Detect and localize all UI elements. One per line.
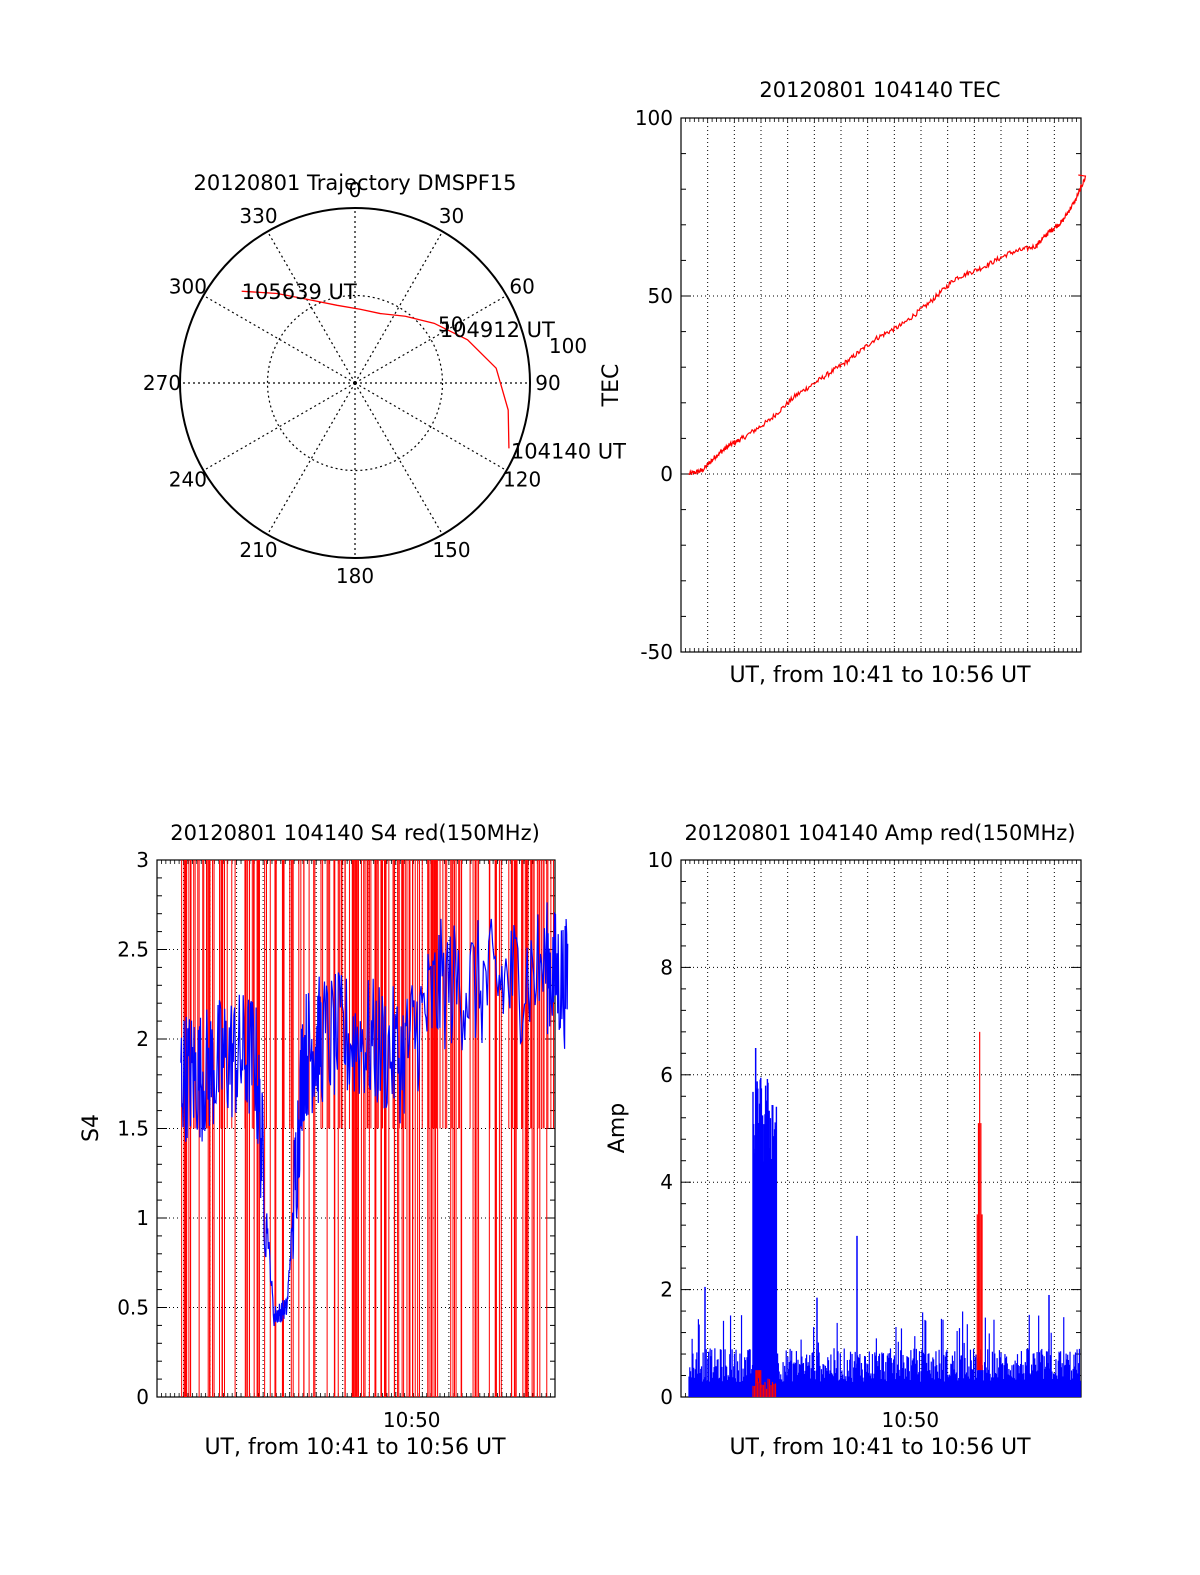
tec-y-tick-label: 100	[635, 106, 673, 130]
polar-trajectory-plot: 20120801 Trajectory DMSPF15 0 30 60 90 120 15…	[143, 171, 626, 588]
polar-outer-circle	[179, 207, 531, 559]
polar-angle-tick: 90	[535, 371, 560, 395]
amp-y-tick-label: 0	[660, 1385, 673, 1409]
s4-y-tick-label: 2.5	[117, 938, 149, 962]
s4-y-tick-label: 3	[136, 848, 149, 872]
polar-spoke	[354, 294, 507, 384]
polar-spoke	[354, 382, 507, 472]
tec-title: 20120801 104140 TEC	[759, 78, 1000, 102]
polar-angle-tick: 180	[336, 564, 374, 588]
s4-y-tick-label: 2	[136, 1027, 149, 1051]
polar-annotation: 104912 UT	[440, 318, 555, 342]
polar-inner-circle	[266, 294, 444, 472]
polar-angle-tick: 150	[432, 538, 470, 562]
amp-title: 20120801 104140 Amp red(150MHz)	[684, 821, 1075, 845]
amp-y-tick-label: 2	[660, 1278, 673, 1302]
polar-angle-tick: 330	[239, 204, 277, 228]
polar-annotation: 105639 UT	[242, 280, 357, 304]
polar-radial-tick: 50	[438, 312, 463, 336]
polar-angle-tick: 240	[169, 468, 207, 492]
tec-series-line	[688, 174, 1087, 476]
polar-angle-tick: 60	[509, 275, 534, 299]
s4-y-tick-label: 0	[136, 1385, 149, 1409]
polar-spoke	[266, 231, 356, 384]
polar-angle-tick: 300	[169, 275, 207, 299]
tec-y-tick-label: 0	[660, 462, 673, 486]
amp-plot: 20120801 104140 Amp red(150MHz) UT, from…	[605, 821, 1082, 1460]
s4-x-tick-label: 10:50	[383, 1408, 441, 1432]
amp-red-series	[752, 1031, 983, 1397]
amp-y-tick-label: 8	[660, 955, 673, 979]
amp-y-tick-label: 4	[660, 1170, 673, 1194]
polar-angle-tick: 30	[439, 204, 464, 228]
s4-x-axis-label: UT, from 10:41 to 10:56 UT	[204, 1435, 506, 1460]
s4-title: 20120801 104140 S4 red(150MHz)	[170, 821, 540, 845]
amp-x-tick-label: 10:50	[882, 1408, 940, 1432]
polar-trajectory-line	[241, 290, 510, 449]
polar-spoke	[266, 382, 356, 535]
tec-y-tick-label: -50	[640, 640, 673, 664]
polar-angle-tick: 0	[349, 178, 362, 202]
amp-y-tick-label: 10	[648, 848, 673, 872]
polar-angle-tick: 270	[143, 371, 181, 395]
polar-angle-tick: 210	[239, 538, 277, 562]
polar-spoke	[203, 382, 356, 472]
s4-y-tick-label: 1	[136, 1206, 149, 1230]
polar-radial-tick: 100	[549, 334, 587, 358]
polar-angle-tick: 120	[503, 468, 541, 492]
amp-y-tick-label: 6	[660, 1063, 673, 1087]
polar-annotation: 104140 UT	[511, 439, 626, 463]
s4-y-tick-label: 1.5	[117, 1117, 149, 1141]
tec-plot: 20120801 104140 TEC UT, from 10:41 to 10…	[599, 78, 1087, 688]
polar-title: 20120801 Trajectory DMSPF15	[193, 171, 516, 195]
s4-y-tick-label: 0.5	[117, 1296, 149, 1320]
amp-blue-series	[688, 1047, 1081, 1397]
amp-y-axis-label: Amp	[605, 1103, 630, 1153]
amp-x-axis-label: UT, from 10:41 to 10:56 UT	[729, 1435, 1031, 1460]
s4-blue-series-line	[180, 902, 569, 1327]
polar-spoke	[354, 231, 444, 384]
s4-y-axis-label: S4	[79, 1114, 104, 1142]
s4-plot: 20120801 104140 S4 red(150MHz) UT, from …	[79, 821, 569, 1460]
polar-spoke	[203, 294, 356, 384]
tec-frame	[680, 117, 1082, 653]
tec-y-tick-label: 50	[648, 284, 673, 308]
tec-x-axis-label: UT, from 10:41 to 10:56 UT	[729, 663, 1031, 688]
polar-spoke	[354, 382, 444, 535]
tec-y-axis-label: TEC	[599, 364, 624, 408]
